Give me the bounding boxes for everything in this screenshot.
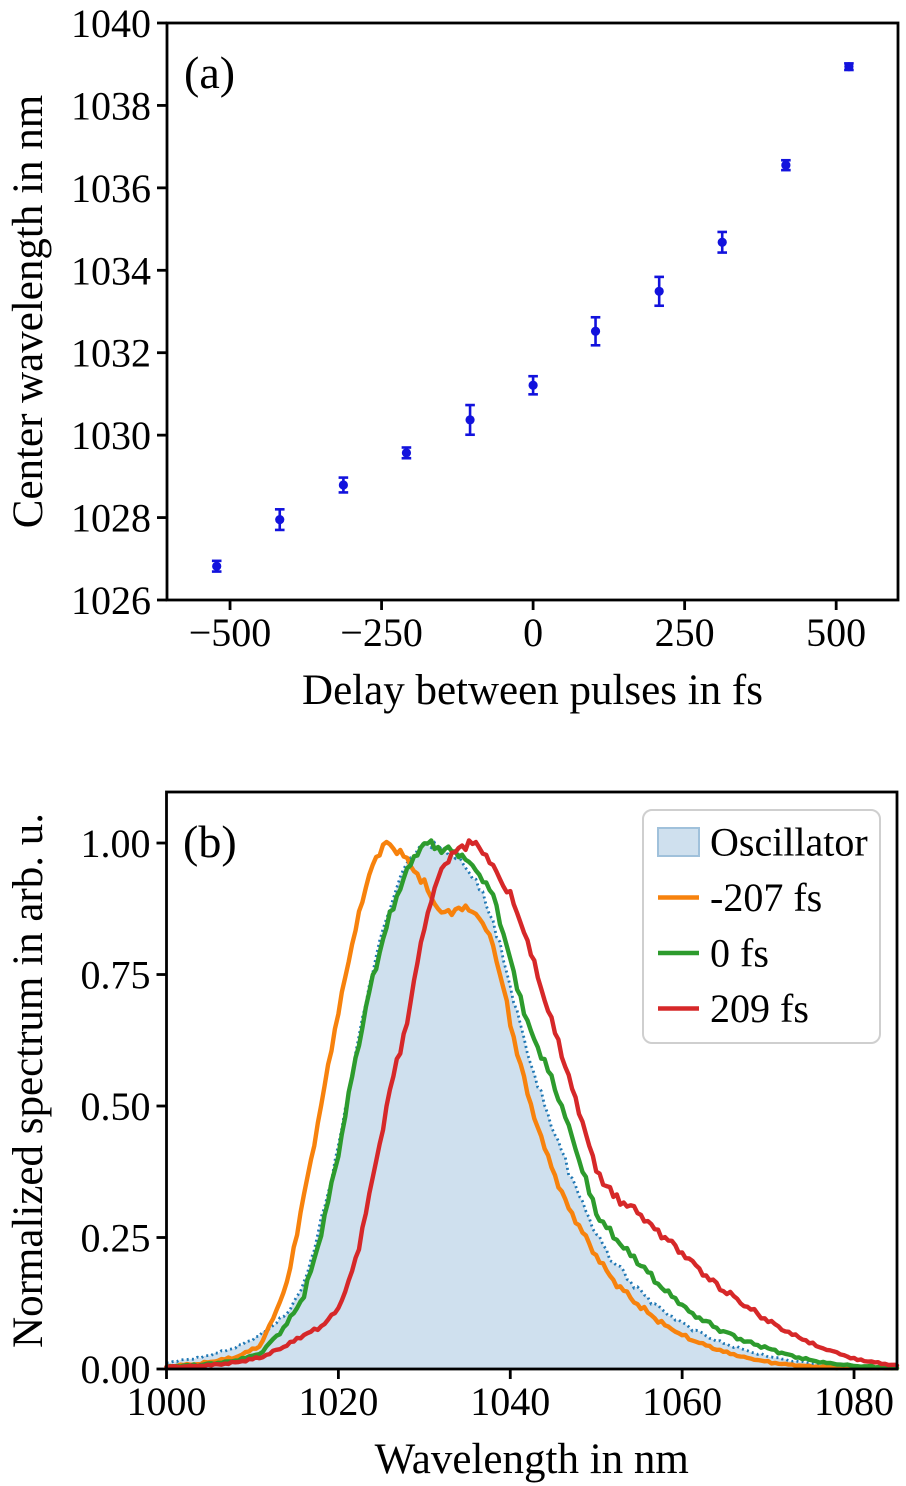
data-point-marker: [781, 160, 791, 170]
panel-a-y-tick-label: 1036: [71, 166, 151, 211]
panel-a-x-tick-label: 0: [523, 610, 543, 655]
legend-patch-oscillator: [657, 827, 700, 857]
panel-a-y-tick-label: 1032: [71, 331, 151, 376]
panel-b-y-tick-label: 0.75: [81, 953, 151, 998]
panel-b-x-tick-label: 1000: [127, 1379, 207, 1424]
legend-label: 209 fs: [710, 986, 809, 1031]
panel-a-x-tick-label: 500: [806, 610, 866, 655]
panel-a-axes-frame: [165, 21, 900, 602]
panel-b-x-tick-label: 1060: [642, 1379, 722, 1424]
legend-item: 0 fs: [658, 931, 769, 976]
panel-a-y-tick-label: 1028: [71, 496, 151, 541]
panel-b-y-tick-label: 0.00: [81, 1347, 151, 1392]
panel-b-x-tick-label: 1080: [814, 1379, 894, 1424]
panel-a-y-tick-label: 1026: [71, 578, 151, 623]
data-point-marker: [212, 561, 222, 571]
panel-a-x-tick-label: 250: [655, 610, 715, 655]
data-point-marker: [844, 62, 854, 72]
spectrum-line-1: [164, 839, 900, 1371]
legend: Oscillator -207 fs 0 fs 209 fs: [642, 809, 881, 1044]
legend-label: 0 fs: [710, 931, 769, 976]
legend-item: -207 fs: [658, 875, 822, 920]
pulse-spectra-lines: [164, 838, 900, 1371]
panel-b-y-axis-label: Normalized spectrum in arb. u.: [5, 813, 52, 1348]
data-point-marker: [401, 448, 412, 458]
legend-item: Oscillator: [657, 820, 868, 865]
legend-item: 209 fs: [658, 986, 809, 1031]
data-point-marker: [590, 326, 601, 336]
panel-a-data-points: [211, 62, 854, 573]
legend-frame: [642, 809, 881, 1044]
legend-label: Oscillator: [710, 820, 868, 865]
panel-a-x-tick-label: −250: [340, 610, 423, 655]
spectrum-line-2: [164, 838, 900, 1371]
data-point-marker: [465, 415, 475, 425]
panel-a-y-tick-label: 1038: [71, 83, 151, 128]
panel-a-x-tick-label: −500: [189, 610, 272, 655]
panel-a-panel-label: (a): [184, 47, 235, 98]
oscillator-edge-line: [166, 840, 898, 1370]
panel-b-y-tick-label: 1.00: [81, 821, 151, 866]
panel-b-x-tick-label: 1020: [298, 1379, 378, 1424]
data-point-marker: [717, 237, 727, 247]
data-point-marker: [338, 480, 348, 490]
panel-b-spectrum-plot: 1000 1020 1040 1060 1080 0.00 0.25 0.50 0.75 1.00…: [5, 790, 900, 1483]
panel-b-y-tick-label: 0.50: [81, 1084, 151, 1129]
panel-b-axes-frame: [165, 790, 899, 1371]
panel-a-y-axis-label: Center wavelength in nm: [5, 95, 52, 528]
data-point-marker: [528, 380, 538, 390]
panel-b-panel-label: (b): [183, 816, 237, 867]
panel-b-y-tick-label: 0.25: [81, 1216, 151, 1261]
panel-a-x-axis-label: Delay between pulses in fs: [302, 667, 763, 714]
panel-a-y-tick-label: 1040: [71, 1, 151, 46]
panel-a-y-tick-label: 1034: [71, 248, 151, 293]
panel-b-x-tick-label: 1040: [470, 1379, 550, 1424]
spectrum-line-3: [164, 838, 900, 1370]
data-point-marker: [654, 286, 664, 296]
panel-b-x-axis-label: Wavelength in nm: [375, 1436, 689, 1483]
panel-a-y-tick-label: 1030: [71, 413, 151, 458]
panel-a-scatter-plot: −500 −250 0 250 500 1026 1028 1030 1032 1034 1036 1…: [5, 1, 900, 714]
legend-label: -207 fs: [710, 875, 822, 920]
data-point-marker: [275, 515, 285, 525]
